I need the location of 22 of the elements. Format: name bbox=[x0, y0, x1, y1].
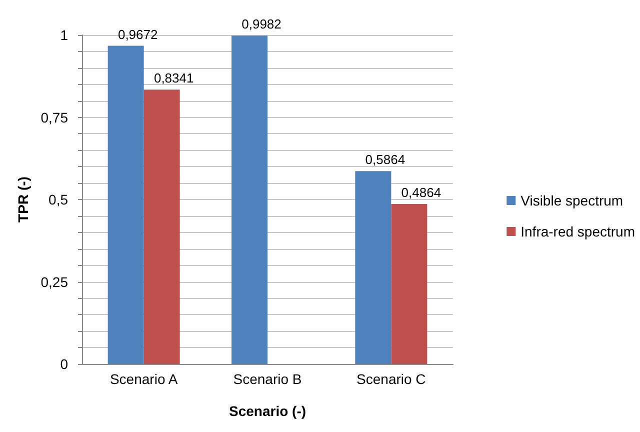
y-tick-label: 0,5 bbox=[48, 192, 68, 208]
bar bbox=[232, 36, 268, 364]
x-axis-title: Scenario (-) bbox=[228, 403, 306, 419]
x-tick-label: Scenario A bbox=[110, 371, 178, 387]
y-axis-title: TPR (-) bbox=[14, 176, 31, 222]
x-tick-label: Scenario B bbox=[233, 371, 302, 387]
bar bbox=[144, 90, 180, 364]
y-tick-label: 0 bbox=[60, 356, 68, 372]
legend-label: Visible spectrum bbox=[520, 192, 624, 208]
y-tick-label: 0,75 bbox=[40, 109, 68, 126]
data-label: 0,9982 bbox=[242, 16, 282, 32]
bar bbox=[391, 204, 428, 364]
x-tick-label: Scenario C bbox=[356, 371, 426, 387]
legend-label: Infra-red spectrum bbox=[520, 224, 636, 240]
y-tick-label: 0,25 bbox=[40, 274, 68, 290]
bar bbox=[355, 171, 392, 364]
data-label: 0,8341 bbox=[154, 70, 194, 86]
data-label: 0,9672 bbox=[118, 26, 158, 42]
y-tick-label: 1 bbox=[60, 27, 68, 43]
data-label: 0,4864 bbox=[401, 184, 442, 200]
data-label: 0,5864 bbox=[365, 152, 406, 168]
bar bbox=[108, 46, 144, 364]
